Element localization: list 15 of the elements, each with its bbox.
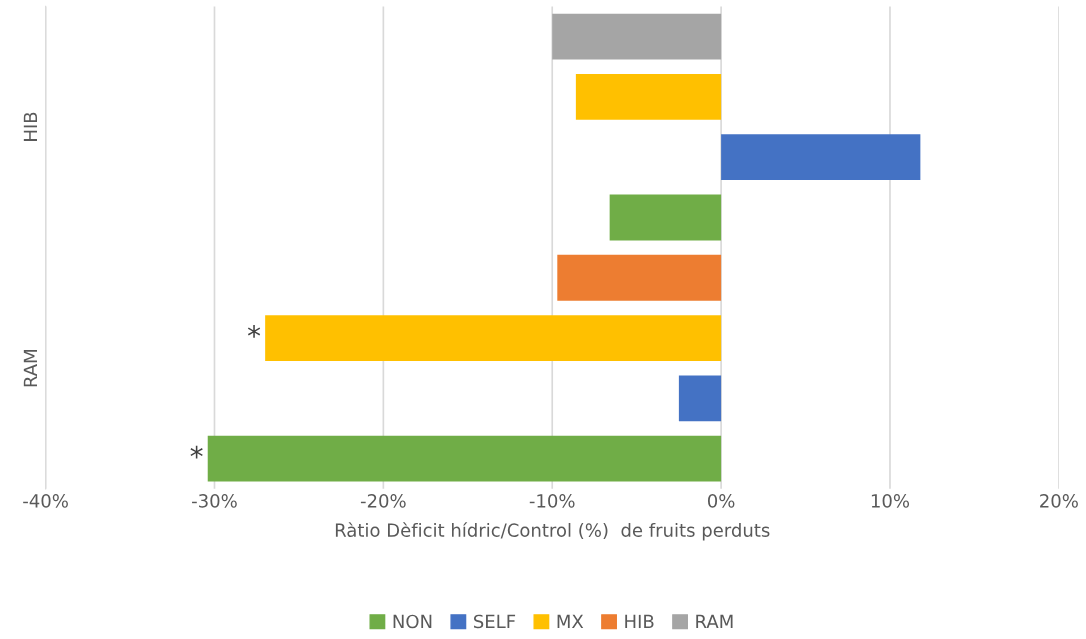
- legend-label: RAM: [696, 614, 733, 629]
- legend-label: HIB: [625, 614, 654, 629]
- data-label: *: [190, 445, 203, 459]
- legend-label: NON: [393, 614, 432, 629]
- x-tick-label: -30%: [192, 494, 237, 508]
- x-axis-title: Ràtio Dèficit hídric/Control (%) de fruits perduts: [335, 522, 770, 541]
- legend-label: SELF: [473, 614, 516, 629]
- x-tick-label: -10%: [529, 494, 575, 508]
- x-tick-label: 0%: [707, 494, 735, 508]
- x-tick-label: -40%: [23, 494, 68, 508]
- x-tick-label: 10%: [871, 494, 910, 508]
- data-label: *: [247, 325, 261, 338]
- x-tick-label: 20%: [1040, 494, 1078, 508]
- legend-label: MX: [557, 614, 584, 629]
- x-tick-label: -20%: [360, 494, 406, 508]
